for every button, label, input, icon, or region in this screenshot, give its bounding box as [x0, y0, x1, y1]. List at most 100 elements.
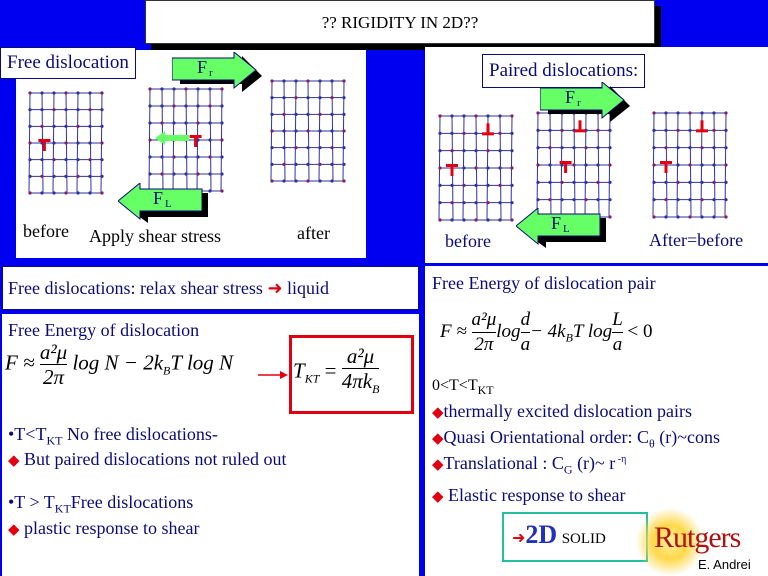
lattice-node: [688, 146, 692, 150]
lattice-node: [64, 108, 68, 112]
lattice-node: [560, 163, 564, 167]
lattice-node: [52, 158, 56, 162]
lattice-node: [294, 146, 298, 150]
lattice-node: [40, 108, 44, 112]
lattice-node: [560, 180, 564, 184]
lattice-node: [486, 183, 490, 187]
pair-item-2: ◆Translational : CG (r)~ r -η: [432, 453, 626, 478]
relax-text: Free dislocations: relax shear stress ➜ …: [8, 278, 329, 299]
lattice-node: [160, 172, 164, 176]
lattice-node: [208, 87, 212, 91]
lattice-node: [64, 141, 68, 145]
lattice-node: [160, 121, 164, 125]
lattice-node: [40, 91, 44, 95]
lattice-node: [438, 131, 442, 135]
lattice-node: [724, 111, 728, 115]
lattice-node: [342, 179, 346, 183]
lattice-node: [548, 128, 552, 132]
paired-dislocations-label: Paired dislocations:: [482, 54, 646, 88]
lattice-node: [282, 112, 286, 116]
lattice-node: [28, 91, 32, 95]
lattice-node: [712, 146, 716, 150]
tkt-den-sub: B: [372, 382, 380, 397]
lattice-node: [712, 215, 716, 219]
peq-l: L: [612, 308, 623, 333]
lattice-node: [184, 121, 188, 125]
dislocation-mark: [446, 164, 458, 167]
cond-pre: 0<T<T: [432, 377, 478, 394]
tkt-box: [289, 335, 414, 414]
lattice-node: [724, 146, 728, 150]
b1-post: No free dislocations-: [62, 424, 218, 444]
lattice-node: [688, 215, 692, 219]
lattice-node: [40, 141, 44, 145]
red-bullet-icon: ◆: [432, 489, 444, 505]
rutgers-sunburst-icon: [635, 508, 705, 576]
lattice-node: [318, 162, 322, 166]
dislocation-mark: [696, 129, 708, 133]
lattice-node: [536, 198, 540, 202]
item-sup: -η: [615, 454, 627, 465]
lattice-node: [536, 163, 540, 167]
lattice-node: [700, 180, 704, 184]
lattice-node: [652, 180, 656, 184]
item-text: thermally excited dislocation pairs: [443, 401, 692, 421]
lattice-node: [498, 166, 502, 170]
lattice-node: [688, 198, 692, 202]
lattice-node: [608, 215, 612, 219]
paired-lattice-applied: [536, 111, 612, 219]
paired-after-caption: After=before: [649, 230, 744, 250]
lattice-node: [536, 146, 540, 150]
peq-num: a²μ: [471, 308, 497, 333]
lattice-node: [652, 128, 656, 132]
dislocation-mark: [700, 120, 704, 131]
lattice-node: [220, 172, 224, 176]
lattice-node: [270, 129, 274, 133]
red-bullet-icon: ◆: [8, 453, 20, 469]
cond-sub: KT: [477, 383, 494, 398]
bullet-above-tkt: •T > TKTFree dislocations: [8, 492, 193, 517]
item-text: Translational : C: [443, 453, 564, 473]
lattice-node: [486, 201, 490, 205]
lattice-node: [596, 198, 600, 202]
lattice-after: [270, 79, 346, 183]
liquid-label: liquid: [287, 278, 330, 298]
free-energy-equation: F ≈ a²μ 2π log N − 2kBT log N: [5, 340, 233, 389]
lattice-node: [196, 87, 200, 91]
lattice-node: [184, 104, 188, 108]
lattice-node: [664, 198, 668, 202]
lattice-node: [438, 114, 442, 118]
rutgers-logo: Rutgers: [654, 521, 741, 554]
lattice-node: [270, 162, 274, 166]
peq-mid2: T log: [572, 320, 613, 342]
solid-label: ➜2D SOLID: [512, 520, 606, 550]
peq-a2: a: [612, 334, 623, 355]
pair-item-3: ◆ Elastic response to shear: [432, 485, 626, 506]
lattice-node: [474, 183, 478, 187]
item-post: (r)~cons: [654, 427, 720, 447]
lattice-node: [548, 163, 552, 167]
lattice-node: [306, 179, 310, 183]
lattice-node: [724, 128, 728, 132]
lattice-node: [450, 183, 454, 187]
peq-b: B: [565, 330, 573, 345]
lattice-node: [572, 198, 576, 202]
lattice-node: [462, 114, 466, 118]
lattice-node: [608, 146, 612, 150]
lattice-node: [160, 87, 164, 91]
lattice-node: [172, 87, 176, 91]
b2-post: Free dislocations: [70, 492, 194, 512]
lattice-node: [474, 201, 478, 205]
force-left-sub: L: [165, 198, 172, 210]
lattice-node: [676, 146, 680, 150]
lattice-node: [596, 128, 600, 132]
lattice-node: [608, 163, 612, 167]
lattice-node: [652, 146, 656, 150]
lattice-node: [664, 146, 668, 150]
lattice-node: [584, 198, 588, 202]
lattice-node: [64, 91, 68, 95]
lattice-node: [712, 198, 716, 202]
lattice-node: [208, 155, 212, 159]
lattice-node: [498, 201, 502, 205]
